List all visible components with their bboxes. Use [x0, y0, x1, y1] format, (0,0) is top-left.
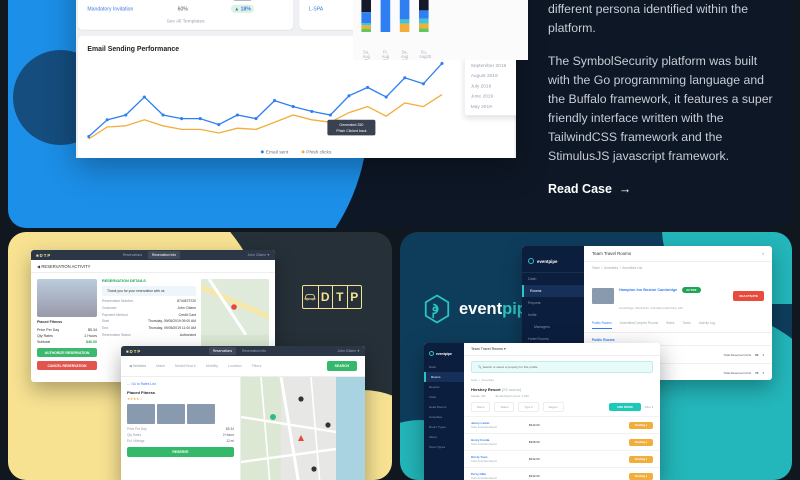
svg-text:Generated 250: Generated 250	[339, 123, 363, 127]
svg-text:Phish Clicked back: Phish Clicked back	[336, 129, 367, 133]
